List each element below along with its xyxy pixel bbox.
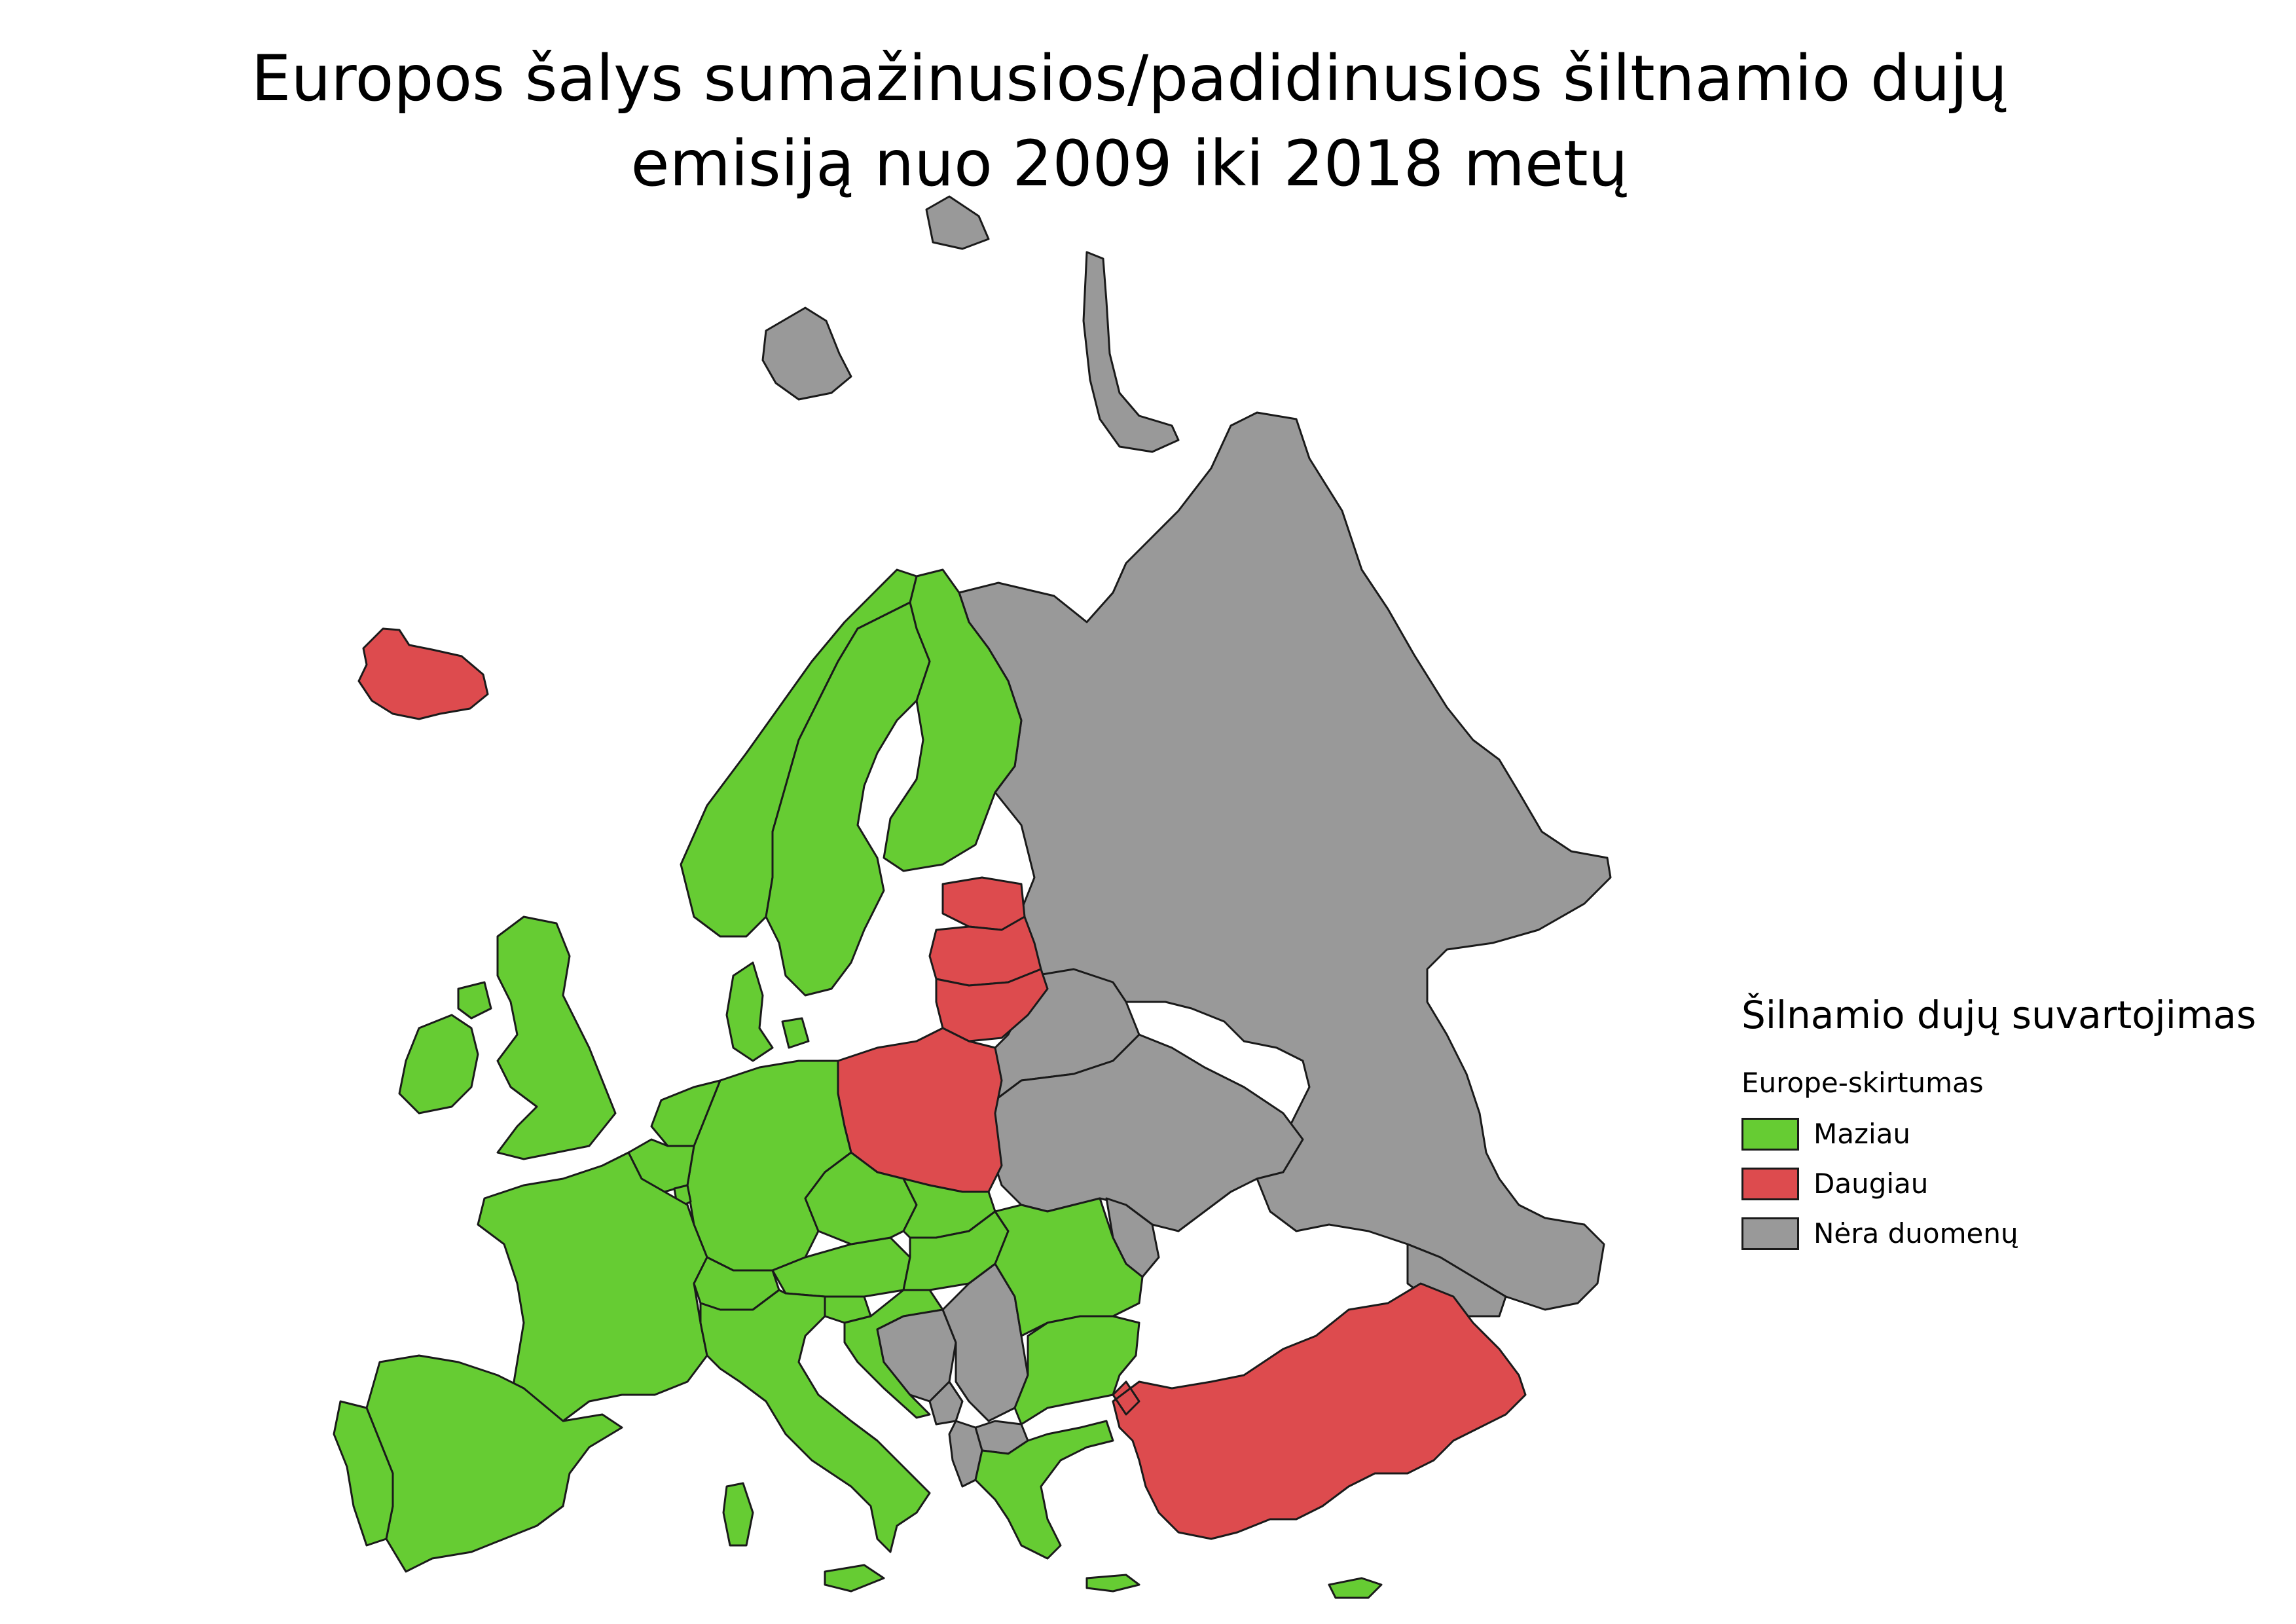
legend-label-more: Daugiau bbox=[1813, 1168, 1929, 1200]
map-title: Europos šalys sumažinusios/padidinusios … bbox=[0, 36, 2259, 206]
region-france bbox=[477, 1151, 708, 1422]
region-turkey bbox=[1112, 1282, 1527, 1540]
region-iceland bbox=[357, 627, 489, 720]
region-greece bbox=[974, 1420, 1140, 1593]
region-italy bbox=[699, 1289, 931, 1593]
region-albania bbox=[948, 1420, 983, 1488]
region-lithuania bbox=[935, 968, 1049, 1043]
region-novaya-zemlya bbox=[1082, 251, 1180, 453]
legend-label-nodata: Nėra duomenų bbox=[1813, 1217, 2018, 1249]
region-estonia bbox=[941, 876, 1026, 931]
legend-label-less: Maziau bbox=[1813, 1118, 1911, 1150]
map-legend: Šilnamio dujų suvartojimas Europe-skirtu… bbox=[1741, 989, 2278, 1259]
region-ukraine bbox=[981, 1033, 1304, 1232]
region-romania bbox=[994, 1197, 1144, 1337]
region-ireland bbox=[398, 1014, 479, 1115]
region-svalbard bbox=[761, 195, 990, 401]
region-portugal bbox=[333, 1400, 394, 1547]
map-title-line-1: Europos šalys sumažinusios/padidinusios … bbox=[251, 42, 2008, 115]
region-sweden bbox=[765, 601, 931, 997]
region-netherlands bbox=[650, 1079, 721, 1147]
legend-swatch-more bbox=[1741, 1168, 1799, 1200]
legend-heading: Šilnamio dujų suvartojimas bbox=[1741, 993, 2257, 1037]
region-cyprus bbox=[1328, 1577, 1383, 1599]
legend-item-less: Maziau bbox=[1741, 1109, 2278, 1159]
legend-subheading: Europe-skirtumas bbox=[1741, 1067, 1984, 1099]
region-bulgaria bbox=[1013, 1315, 1140, 1426]
region-denmark bbox=[725, 961, 810, 1062]
region-montenegro bbox=[928, 1380, 964, 1426]
map-title-line-2: emisiją nuo 2009 iki 2018 metų bbox=[630, 127, 1628, 200]
region-united-kingdom bbox=[457, 915, 617, 1160]
legend-item-nodata: Nėra duomenų bbox=[1741, 1209, 2278, 1259]
legend-swatch-less bbox=[1741, 1118, 1799, 1151]
legend-swatch-nodata bbox=[1741, 1217, 1799, 1250]
legend-item-more: Daugiau bbox=[1741, 1159, 2278, 1209]
